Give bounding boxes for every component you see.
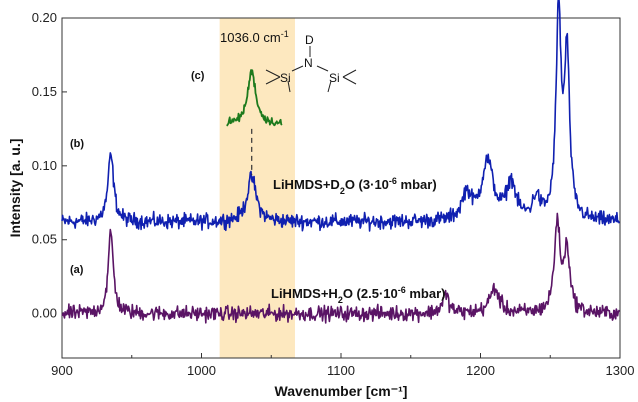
- x-tick-label: 1300: [606, 363, 635, 378]
- atom-silicon-left: Si: [280, 71, 291, 85]
- y-tick-label: 0.00: [32, 306, 57, 321]
- x-axis-title: Wavenumber [cm⁻¹]: [275, 383, 408, 399]
- atom-nitrogen: N: [304, 56, 313, 70]
- series-line-c: [226, 69, 283, 127]
- y-axis-title: Intensity [a. u.]: [7, 139, 23, 238]
- annotation-h2o: LiHMDS+H2O (2.5·10-6 mbar): [271, 285, 446, 305]
- y-tick-label: 0.20: [32, 10, 57, 25]
- series-group: [61, 0, 621, 324]
- series-line-b: [61, 0, 621, 232]
- y-tick-label: 0.05: [32, 232, 57, 247]
- y-tick-label: 0.15: [32, 84, 57, 99]
- x-tick-label: 1200: [466, 363, 495, 378]
- x-axis-ticks: 900 1000 1100 1200 1300: [51, 353, 634, 378]
- x-tick-label: 1100: [327, 363, 355, 378]
- atom-silicon-right: Si: [329, 71, 340, 85]
- y-axis-ticks: 0.00 0.05 0.10 0.15 0.20: [32, 10, 67, 321]
- label-b: (b): [70, 138, 84, 150]
- x-tick-label: 900: [51, 363, 73, 378]
- annotation-peak-position: 1036.0 cm-1: [220, 29, 289, 45]
- atom-deuterium: D: [305, 33, 314, 47]
- annotation-d2o: LiHMDS+D2O (3·10-6 mbar): [273, 176, 437, 196]
- y-tick-label: 0.10: [32, 158, 57, 173]
- label-a: (a): [70, 264, 84, 276]
- x-tick-label: 1000: [187, 363, 216, 378]
- molecule-structure: [265, 46, 357, 93]
- highlight-band: [219, 18, 295, 358]
- label-c: (c): [191, 70, 205, 82]
- series-line-a: [61, 212, 621, 324]
